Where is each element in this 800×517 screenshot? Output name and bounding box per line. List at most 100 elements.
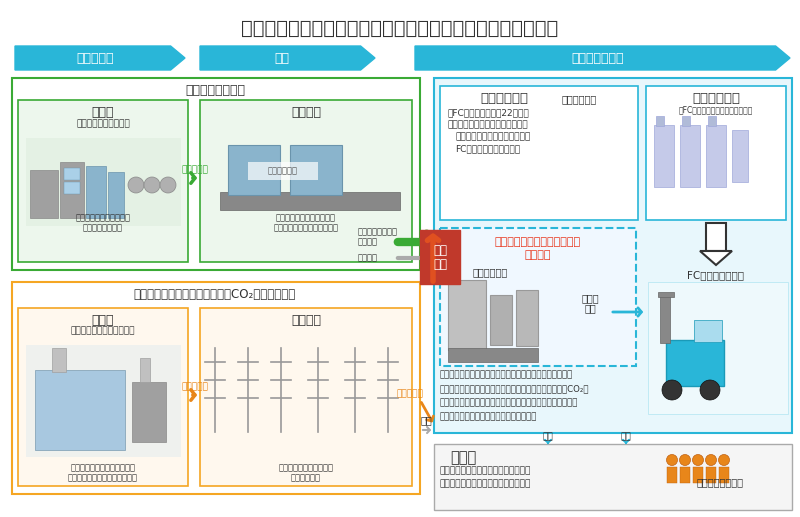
FancyBboxPatch shape (656, 116, 664, 126)
FancyBboxPatch shape (200, 308, 412, 486)
Circle shape (160, 177, 176, 193)
FancyBboxPatch shape (706, 125, 726, 187)
FancyBboxPatch shape (18, 100, 188, 262)
Text: オンサイト水素ステーション: オンサイト水素ステーション (495, 237, 581, 247)
Text: 東邦ガス: 東邦ガス (291, 107, 321, 119)
Text: バイオマス焼却熱で発電した: バイオマス焼却熱で発電した (70, 464, 135, 473)
Circle shape (700, 380, 720, 400)
Circle shape (706, 454, 717, 465)
Text: 再エネ電力: 再エネ電力 (397, 389, 423, 399)
FancyBboxPatch shape (693, 467, 703, 483)
Text: （FCフォークリフト製造・販売）: （FCフォークリフト製造・販売） (679, 105, 753, 114)
FancyBboxPatch shape (12, 78, 420, 270)
Text: 再エネ製造: 再エネ製造 (76, 52, 114, 65)
FancyBboxPatch shape (140, 358, 150, 382)
FancyBboxPatch shape (434, 78, 792, 433)
FancyBboxPatch shape (228, 145, 280, 195)
FancyBboxPatch shape (200, 100, 412, 262)
Text: 再エネ電力の環境価値でオフセットし、低炭素水素を製造: 再エネ電力の環境価値でオフセットし、低炭素水素を製造 (440, 399, 578, 407)
Text: 都市ガスを製造し導管で供給: 都市ガスを製造し導管で供給 (274, 223, 338, 233)
Text: 認証: 認証 (621, 433, 631, 442)
Text: 知多市・豊田市　再エネ利用低炭素水素プロジェクト　概要: 知多市・豊田市 再エネ利用低炭素水素プロジェクト 概要 (242, 19, 558, 38)
FancyBboxPatch shape (682, 116, 690, 126)
Text: ・FCフォークリフト22台導入: ・FCフォークリフト22台導入 (447, 109, 529, 117)
FancyBboxPatch shape (64, 182, 80, 194)
FancyBboxPatch shape (220, 192, 400, 210)
Circle shape (144, 177, 160, 193)
FancyBboxPatch shape (420, 230, 460, 284)
Text: 都市ガス工場: 都市ガス工場 (268, 166, 298, 175)
FancyBboxPatch shape (694, 320, 722, 342)
Text: 水素製造・利用: 水素製造・利用 (571, 52, 623, 65)
Text: （元町工場）: （元町工場） (562, 94, 598, 104)
Text: ガス改質装置: ガス改質装置 (472, 267, 508, 277)
Text: 都市ガス: 都市ガス (358, 237, 378, 247)
Text: ・バイオガス不足時に都市ガスを改質する際に発生するCO₂を: ・バイオガス不足時に都市ガスを改質する際に発生するCO₂を (440, 385, 590, 393)
Text: 下水汚泥処理で発生した: 下水汚泥処理で発生した (75, 214, 130, 222)
FancyBboxPatch shape (26, 345, 181, 457)
Text: 低炭素: 低炭素 (581, 293, 599, 303)
Text: ・サプライチェーン構成事業者の調整: ・サプライチェーン構成事業者の調整 (440, 466, 531, 476)
Text: 申請: 申請 (542, 433, 554, 442)
FancyBboxPatch shape (12, 282, 420, 494)
FancyBboxPatch shape (30, 170, 58, 218)
Text: 整備し、製造した低炭素水素を: 整備し、製造した低炭素水素を (455, 132, 530, 142)
FancyBboxPatch shape (248, 162, 318, 180)
Text: ・バイオガス由来の都市ガスを改質して低炭素水素を製造: ・バイオガス由来の都市ガスを改質して低炭素水素を製造 (440, 371, 574, 379)
Text: FCフォークリフトで利用: FCフォークリフトで利用 (455, 144, 520, 154)
FancyBboxPatch shape (290, 145, 342, 195)
FancyBboxPatch shape (646, 86, 786, 220)
Text: 知多市: 知多市 (92, 107, 114, 119)
Text: 送電線で供給: 送電線で供給 (291, 474, 321, 482)
Text: FCフォークリフト: FCフォークリフト (687, 270, 745, 280)
Text: （南部浄化センター）: （南部浄化センター） (76, 119, 130, 129)
FancyBboxPatch shape (680, 125, 700, 187)
FancyBboxPatch shape (658, 292, 674, 297)
FancyBboxPatch shape (732, 130, 748, 182)
FancyBboxPatch shape (660, 295, 670, 343)
Text: バイオガスを供給: バイオガスを供給 (83, 223, 123, 233)
FancyBboxPatch shape (706, 223, 726, 251)
Text: 再生可能エネルギー電力によるCO₂のオフセット: 再生可能エネルギー電力によるCO₂のオフセット (134, 287, 296, 300)
FancyBboxPatch shape (108, 172, 124, 218)
Text: 豊田市: 豊田市 (92, 313, 114, 327)
Text: バイオガスの利用: バイオガスの利用 (185, 84, 245, 97)
Text: 水素: 水素 (584, 303, 596, 313)
FancyBboxPatch shape (666, 340, 724, 386)
Circle shape (718, 454, 730, 465)
Text: 環境: 環境 (433, 244, 447, 256)
FancyBboxPatch shape (448, 280, 486, 350)
FancyBboxPatch shape (654, 125, 674, 187)
Circle shape (662, 380, 682, 400)
Circle shape (666, 454, 678, 465)
Text: ・再エネで製造した低炭素水素の認証: ・再エネで製造した低炭素水素の認証 (440, 479, 531, 489)
Circle shape (679, 454, 690, 465)
FancyBboxPatch shape (86, 166, 106, 218)
Text: 再生可能エネルギー電力を供給: 再生可能エネルギー電力を供給 (68, 474, 138, 482)
Text: 中部電力: 中部電力 (291, 313, 321, 327)
Circle shape (693, 454, 703, 465)
Text: 買い取った再エネ電力を: 買い取った再エネ電力を (278, 464, 334, 473)
FancyBboxPatch shape (440, 86, 638, 220)
FancyBboxPatch shape (708, 116, 716, 126)
FancyBboxPatch shape (35, 370, 125, 450)
FancyBboxPatch shape (18, 308, 188, 486)
FancyBboxPatch shape (516, 290, 538, 346)
FancyBboxPatch shape (434, 444, 792, 510)
Text: ・オンサイト水素ステーションを: ・オンサイト水素ステーションを (447, 120, 528, 129)
FancyBboxPatch shape (60, 162, 84, 218)
FancyBboxPatch shape (648, 282, 788, 414)
FancyBboxPatch shape (706, 467, 716, 483)
FancyBboxPatch shape (64, 168, 80, 180)
Text: 低炭素水素審査会: 低炭素水素審査会 (697, 477, 743, 487)
FancyBboxPatch shape (52, 348, 66, 372)
FancyBboxPatch shape (667, 467, 677, 483)
Polygon shape (15, 46, 185, 70)
FancyBboxPatch shape (132, 382, 166, 442)
Text: （遺刈クリーンセンター）: （遺刈クリーンセンター） (70, 327, 135, 336)
Text: トヨタ自動車: トヨタ自動車 (480, 93, 528, 105)
Text: 輸送: 輸送 (275, 52, 290, 65)
FancyBboxPatch shape (719, 467, 729, 483)
Text: 再エネ電力: 再エネ電力 (182, 383, 209, 391)
FancyBboxPatch shape (440, 228, 636, 366)
